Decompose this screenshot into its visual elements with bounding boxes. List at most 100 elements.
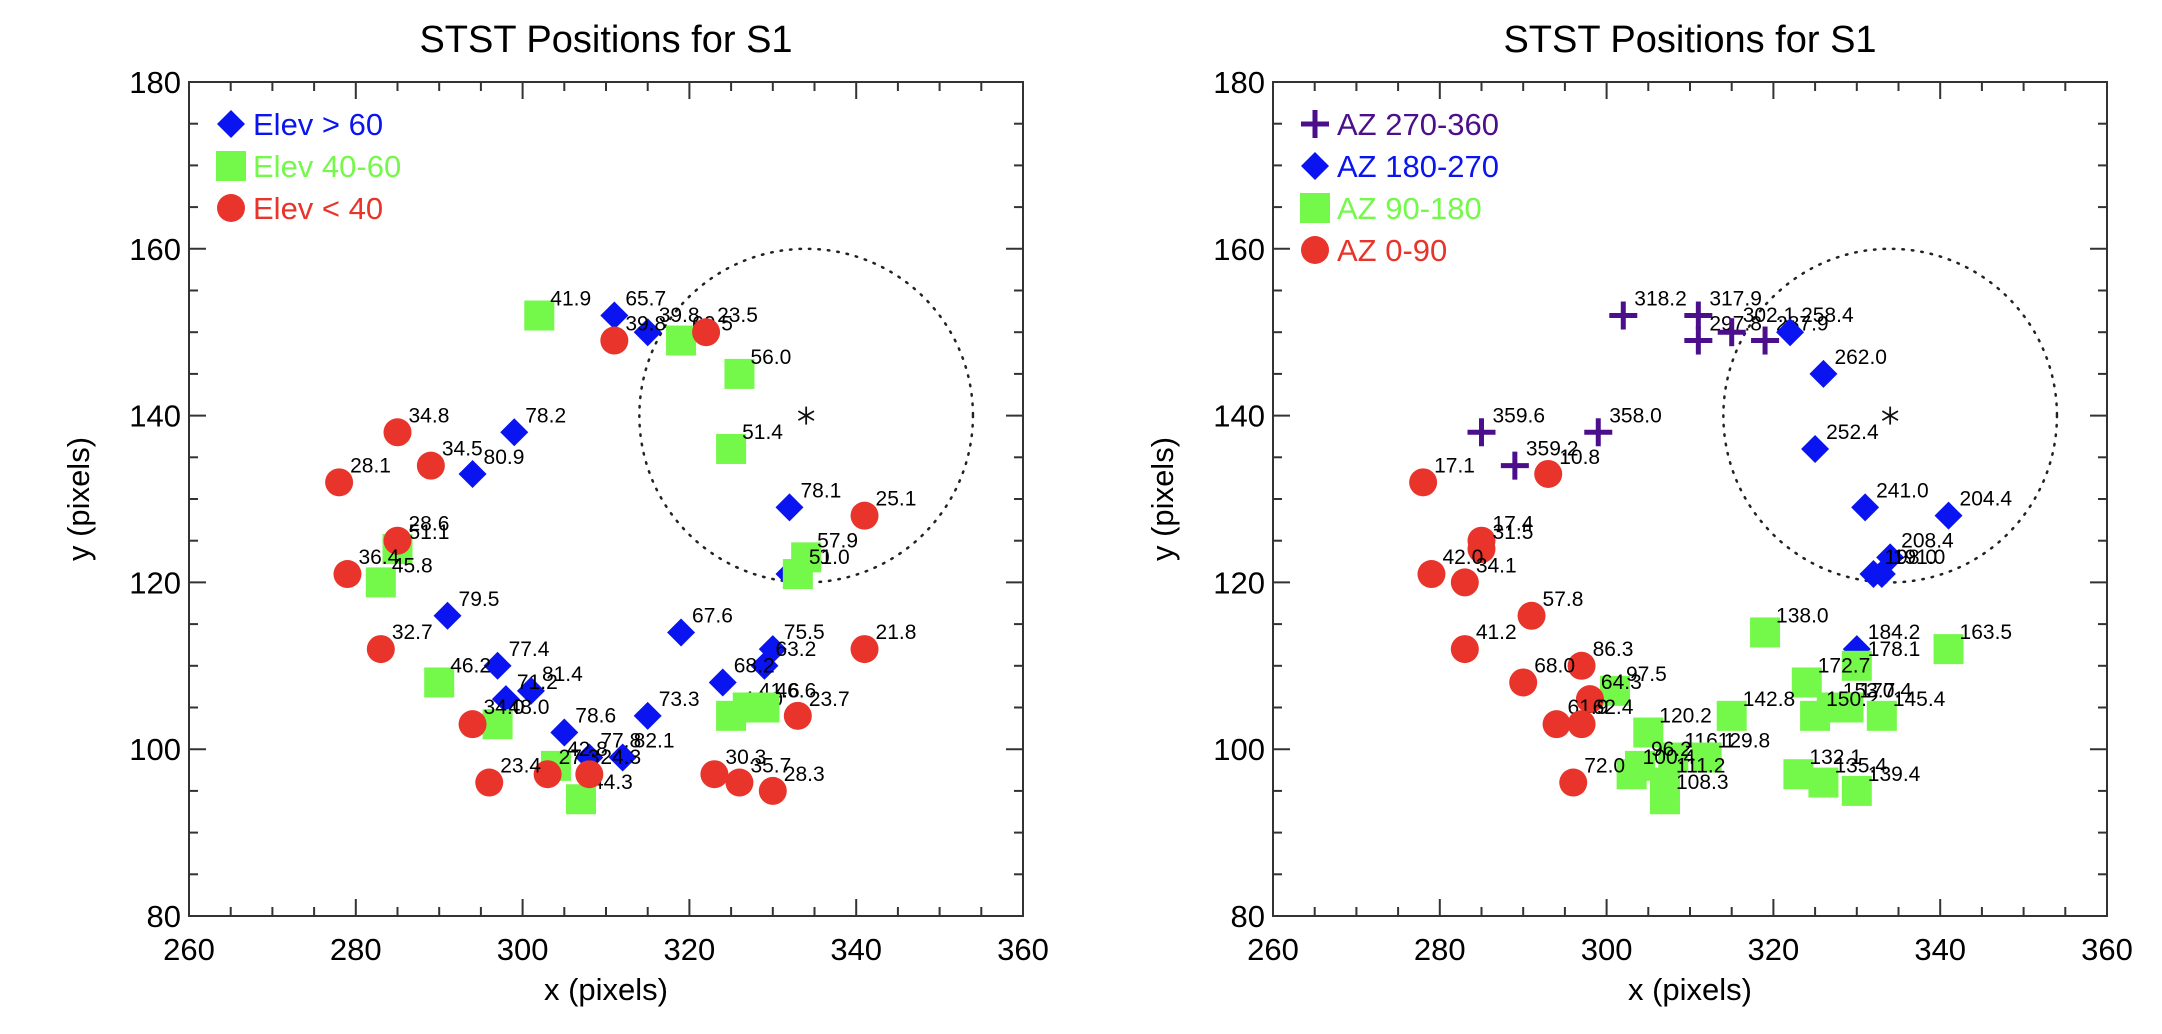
y-tick-label: 180 (1213, 65, 1265, 100)
data-point (1841, 650, 1872, 681)
data-point (533, 760, 562, 789)
data-point-label: 23.5 (717, 304, 758, 327)
data-point (1808, 767, 1839, 798)
data-point (1851, 493, 1880, 522)
data-point (1717, 318, 1746, 347)
data-point-label: 42.8 (567, 738, 608, 761)
chart-title: STST Positions for S1 (419, 19, 792, 61)
legend-marker (1300, 193, 1330, 223)
data-point (550, 718, 579, 747)
data-point (1509, 668, 1538, 697)
data-point (1809, 359, 1838, 388)
y-tick-label: 160 (1213, 232, 1265, 267)
data-point (1649, 784, 1680, 815)
data-point-label: 132.1 (1809, 746, 1862, 769)
data-point-label: 142.8 (1743, 688, 1796, 711)
chart-panel-elevation: STST Positions for S1 260 280 300 320 340 360 8… (61, 19, 1049, 1007)
legend-entry: Elev < 40 (253, 191, 383, 226)
data-point (783, 701, 812, 730)
data-point-label: 111.2 (1676, 755, 1725, 778)
y-tick-label: 80 (1231, 899, 1265, 934)
data-point (1841, 775, 1872, 806)
data-point (1859, 560, 1888, 589)
data-point-label: 42.0 (1442, 546, 1483, 569)
data-point-label: 31.5 (1493, 521, 1534, 544)
data-point-label: 34.0 (484, 696, 525, 719)
y-tick-label: 180 (129, 65, 181, 100)
data-point-label: 191.0 (1893, 546, 1946, 569)
data-point-label: 32.7 (392, 621, 433, 644)
data-point-label: 80.9 (484, 446, 525, 469)
data-point-label: 184.2 (1868, 621, 1921, 644)
series-elev-40: 39.8 23.5 34.8 34.5 28.1 25.1 28.6 36.4 32.7 21.8… (325, 304, 916, 805)
y-tick-label: 100 (1213, 732, 1265, 767)
x-tick-label: 260 (163, 932, 215, 967)
legend-marker (216, 151, 246, 181)
data-point (524, 300, 555, 331)
x-axis-label: x (pixels) (544, 972, 668, 1007)
data-point-label: 73.3 (659, 688, 700, 711)
data-point-label: 139.4 (1868, 763, 1921, 786)
data-point-label: 241.0 (1876, 479, 1929, 502)
data-point-label: 68.2 (734, 654, 775, 677)
data-point-label: 172.7 (1818, 654, 1871, 677)
data-point-label: 34.8 (409, 404, 450, 427)
data-point-label: 17.4 (1493, 513, 1534, 536)
data-point-label: 138.0 (1776, 604, 1829, 627)
data-point-label: 170.4 (1859, 680, 1912, 703)
data-point-label: 62.4 (1593, 696, 1634, 719)
data-point-label: 208.4 (1901, 529, 1954, 552)
data-point-label: 35.7 (750, 755, 791, 778)
x-tick-label: 280 (1414, 932, 1466, 967)
data-point (1750, 617, 1781, 648)
data-point-label: 68.0 (1534, 654, 1575, 677)
data-point (491, 685, 520, 714)
data-point (850, 635, 879, 664)
data-point (600, 326, 629, 355)
data-point (1934, 501, 1963, 530)
data-point (716, 433, 747, 464)
x-tick-label: 300 (1581, 932, 1633, 967)
data-point-label: 24.3 (600, 746, 641, 769)
data-point (775, 493, 804, 522)
data-point-label: 79.5 (459, 588, 500, 611)
legend-marker (217, 110, 245, 138)
data-point (1467, 418, 1496, 447)
x-tick-label: 340 (1914, 932, 1966, 967)
x-tick-label: 360 (997, 932, 1049, 967)
data-point-label: 163.5 (1960, 621, 2013, 644)
data-point-label: 71.2 (517, 671, 558, 694)
data-point (700, 760, 729, 789)
data-point-label: 78.1 (800, 479, 841, 502)
data-point (750, 651, 779, 680)
data-point (575, 760, 604, 789)
data-point-label: 150.2 (1826, 688, 1879, 711)
data-point-label: 178.1 (1868, 638, 1921, 661)
data-point (458, 459, 487, 488)
data-point (1575, 685, 1604, 714)
data-point-label: 67.6 (692, 604, 733, 627)
asterisk-icon (1881, 406, 1899, 425)
data-point (383, 418, 412, 447)
data-point-label: 72.0 (1584, 755, 1625, 778)
data-point (1684, 301, 1713, 330)
data-point-label: 34.1 (1476, 554, 1517, 577)
data-point-label: 78.2 (525, 404, 566, 427)
data-point-label: 51.0 (809, 546, 850, 569)
reference-circle (638, 247, 975, 584)
series-az-180-270: 258.4 262.0 252.4 241.0 204.4 208.4191.0198.0… (1776, 304, 2012, 664)
x-axis-label: x (pixels) (1628, 972, 1752, 1007)
data-point-label: 96.2 (1651, 738, 1692, 761)
data-point (1751, 326, 1780, 355)
data-point (1783, 759, 1814, 790)
data-point (458, 710, 487, 739)
data-point-label: 57.8 (1543, 588, 1584, 611)
legend-entry: AZ 180-270 (1337, 149, 1499, 184)
data-point-label: 145.4 (1893, 688, 1946, 711)
y-tick-label: 140 (129, 399, 181, 434)
data-point-label: 318.2 (1634, 288, 1687, 311)
data-point (416, 451, 445, 480)
data-point (1609, 301, 1638, 330)
